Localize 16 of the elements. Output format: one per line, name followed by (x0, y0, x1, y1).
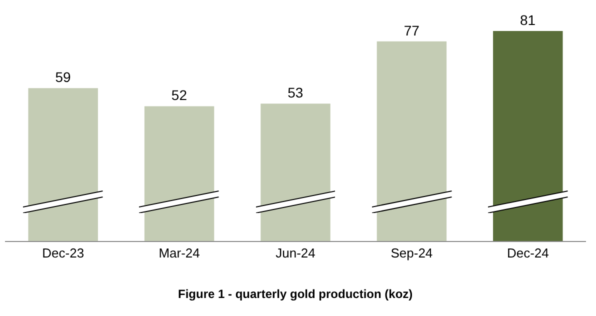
x-tick-label: Dec-24 (506, 246, 549, 261)
x-tick-label: Dec-23 (42, 246, 84, 261)
bar (144, 106, 214, 241)
data-label: 52 (171, 87, 188, 104)
x-tick-label: Jun-24 (276, 246, 316, 261)
bar (28, 88, 98, 241)
x-tick-label: Sep-24 (390, 246, 433, 261)
bar (493, 31, 563, 241)
data-label: 59 (55, 69, 71, 86)
x-tick-label: Mar-24 (158, 246, 200, 261)
bar (260, 104, 330, 241)
text: Figure 1 - quarterly gold production (koz) (178, 287, 413, 301)
data-label: 77 (404, 22, 420, 38)
data-label: 53 (288, 84, 304, 101)
data-label: 81 (520, 12, 536, 28)
bar (376, 41, 447, 241)
